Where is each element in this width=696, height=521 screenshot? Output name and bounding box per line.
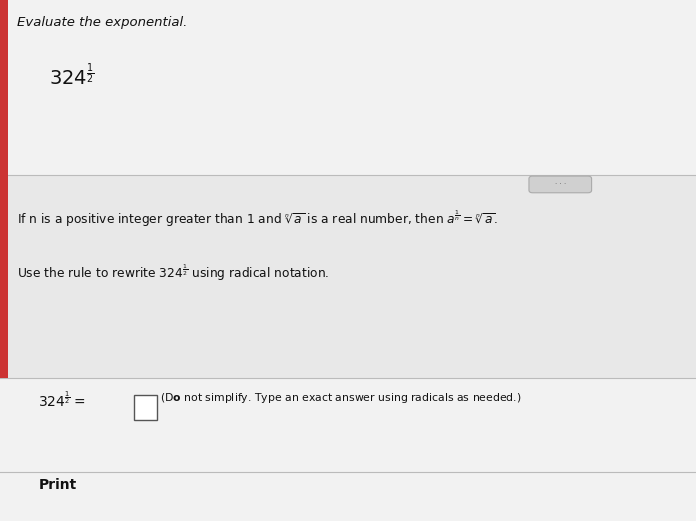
FancyBboxPatch shape	[529, 176, 592, 193]
Text: $324^{\frac{1}{2}}=$: $324^{\frac{1}{2}}=$	[38, 391, 86, 410]
Text: (D$\bf{o}$ not simplify. Type an exact answer using radicals as needed.): (D$\bf{o}$ not simplify. Type an exact a…	[160, 391, 521, 405]
Bar	[0, 0, 8, 378]
Text: Evaluate the exponential.: Evaluate the exponential.	[17, 16, 188, 29]
FancyBboxPatch shape	[134, 395, 157, 420]
Bar	[0, 472, 696, 521]
Text: $324^{\frac{1}{2}}$: $324^{\frac{1}{2}}$	[49, 63, 94, 89]
Bar	[0, 0, 696, 175]
Text: Use the rule to rewrite $324^{\frac{1}{2}}$ using radical notation.: Use the rule to rewrite $324^{\frac{1}{2…	[17, 263, 330, 283]
Text: Print: Print	[38, 478, 77, 492]
Bar	[0, 175, 696, 378]
Bar	[0, 378, 696, 472]
Text: If n is a positive integer greater than 1 and $\sqrt[n]{a}$ is a real number, th: If n is a positive integer greater than …	[17, 208, 498, 229]
Text: · · ·: · · ·	[555, 181, 566, 187]
